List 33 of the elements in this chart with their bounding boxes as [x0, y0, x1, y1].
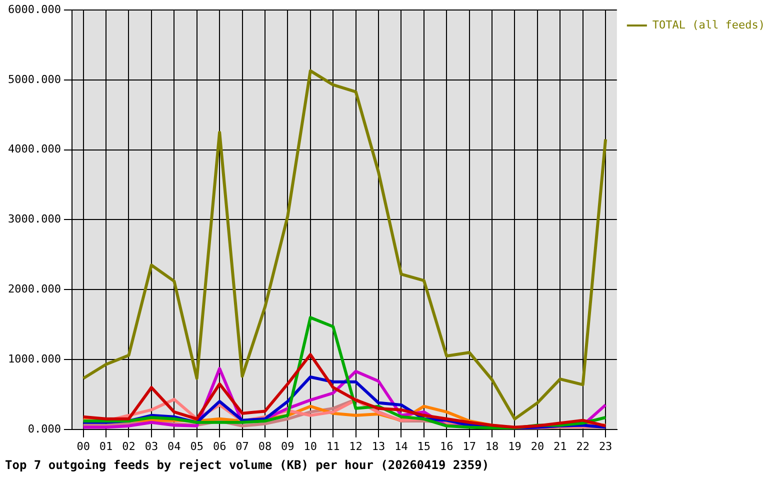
text: Top 7 outgoing feeds by reject volume (KB) per hour (20260419 2359)	[5, 458, 490, 472]
x-tick-label: 22	[576, 440, 590, 453]
y-tick-label: 4000.000	[8, 142, 61, 156]
y-tick-label: 0.000	[28, 422, 61, 436]
y-tick-label: 5000.000	[8, 72, 61, 86]
x-tick-label: 11	[326, 440, 340, 453]
x-tick-label: 02	[122, 440, 136, 453]
x-tick-label: 19	[508, 440, 522, 453]
x-tick-label: 21	[554, 440, 567, 453]
x-tick-label: 09	[281, 440, 294, 453]
y-tick-label: 1000.000	[8, 352, 61, 366]
x-tick-label: 15	[417, 440, 431, 453]
x-tick-label: 10	[304, 440, 318, 453]
legend-label: TOTAL (all feeds)	[652, 18, 766, 32]
x-tick-label: 05	[190, 440, 204, 453]
x-tick-label: 03	[144, 440, 158, 453]
x-tick-label: 16	[440, 440, 454, 453]
y-tick-label: 6000.000	[8, 2, 61, 16]
x-tick-label: 18	[485, 440, 499, 453]
x-tick-label: 17	[462, 440, 476, 453]
x-tick-label: 04	[168, 440, 182, 453]
x-tick-label: 23	[598, 440, 612, 453]
x-tick-label: 00	[76, 440, 90, 453]
x-tick-label: 07	[236, 440, 249, 453]
x-tick-label: 08	[258, 440, 272, 453]
y-tick-label: 2000.000	[8, 282, 61, 296]
y-tick-label: 3000.000	[8, 212, 61, 226]
x-tick-label: 13	[372, 440, 386, 453]
x-tick-label: 14	[394, 440, 408, 453]
x-tick-label: 06	[212, 440, 226, 453]
x-tick-label: 12	[349, 440, 362, 453]
x-tick-label: 20	[530, 440, 544, 453]
x-tick-label: 01	[99, 440, 113, 453]
